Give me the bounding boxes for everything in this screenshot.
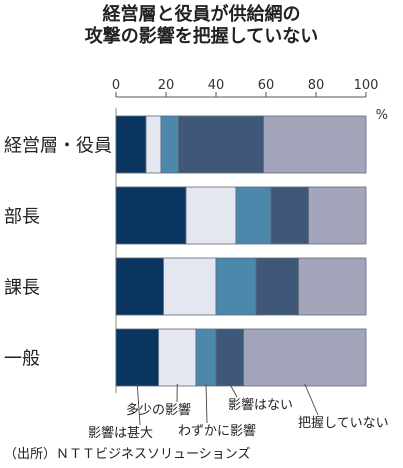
bar-segment-2 xyxy=(185,186,237,245)
legend-leader-1 xyxy=(136,383,141,426)
x-tick-label: 40 xyxy=(208,78,225,93)
legend-label-3: わずかに影響 xyxy=(178,423,256,439)
bar-segment-4 xyxy=(255,257,299,316)
legend-leader-5 xyxy=(304,383,319,416)
category-label: 部長 xyxy=(4,207,40,228)
bar-segment-3 xyxy=(195,328,217,387)
bar-segment-5 xyxy=(263,115,367,174)
bar-segment-2 xyxy=(163,257,217,316)
category-label: 課長 xyxy=(4,278,40,299)
bar-segment-3 xyxy=(160,115,179,174)
bar-segment-5 xyxy=(243,328,367,387)
source-note: （出所）ＮＴＴビジネスソリューションズ xyxy=(4,447,251,462)
legend-leader-4 xyxy=(229,383,238,398)
legend-leader-3 xyxy=(205,383,208,424)
bar-segment-1 xyxy=(115,328,159,387)
x-tick-label: 20 xyxy=(158,78,175,93)
bar-segment-2 xyxy=(158,328,197,387)
title-line-1: 経営層と役員が供給網の xyxy=(102,4,301,25)
bar-segment-5 xyxy=(308,186,367,245)
bar-segment-4 xyxy=(215,328,244,387)
x-tick-label: 100 xyxy=(354,78,379,93)
bar-segment-1 xyxy=(115,186,187,245)
bar-segment-3 xyxy=(215,257,257,316)
title-line-2: 攻撃の影響を把握していない xyxy=(84,26,319,47)
category-label: 経営層・役員 xyxy=(4,136,112,157)
legend-label-1: 影響は甚大 xyxy=(88,425,153,440)
x-tick-label: 0 xyxy=(112,78,120,93)
bar-segment-1 xyxy=(115,257,164,316)
legend-label-2: 多少の影響 xyxy=(126,402,191,418)
bar-segment-3 xyxy=(235,186,272,245)
legend-label-4: 影響はない xyxy=(228,397,293,413)
legend-label-5: 把握していない xyxy=(298,416,389,431)
bar-segment-1 xyxy=(115,115,147,174)
bar-segment-4 xyxy=(178,115,264,174)
x-tick-label: 80 xyxy=(308,78,325,93)
chart-title: 経営層と役員が供給網の 攻撃の影響を把握していない xyxy=(0,4,403,48)
unit-label: % xyxy=(376,108,388,123)
bars-layer xyxy=(115,115,367,387)
bar-segment-4 xyxy=(270,186,309,245)
x-tick-label: 60 xyxy=(258,78,275,93)
bar-segment-5 xyxy=(298,257,367,316)
category-label: 一般 xyxy=(4,349,40,370)
bar-segment-2 xyxy=(145,115,162,174)
